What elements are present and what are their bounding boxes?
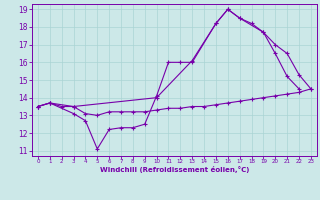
X-axis label: Windchill (Refroidissement éolien,°C): Windchill (Refroidissement éolien,°C) [100, 166, 249, 173]
